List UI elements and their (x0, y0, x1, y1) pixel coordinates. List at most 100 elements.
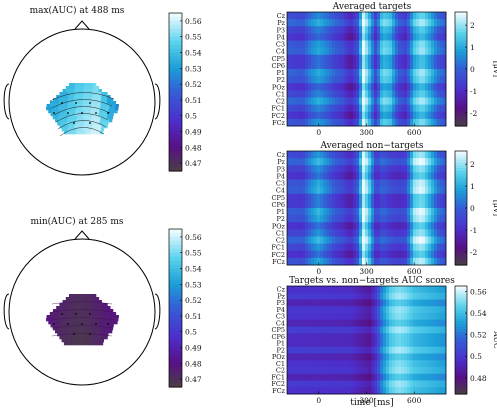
heatmap-nontargets-cell (422, 222, 426, 230)
heatmap-nontargets-cell (395, 165, 399, 173)
heatmap-nontargets-cell (392, 243, 396, 252)
heatmap-targets-cell (317, 40, 321, 49)
heatmap-targets-colorbar-gradient-segment (455, 97, 467, 101)
heatmap-auc-cell (422, 353, 426, 361)
heatmap-auc-colorbar-gradient-segment (455, 304, 467, 309)
heatmap-auc-cell (293, 367, 297, 375)
heatmap-targets-cell (344, 97, 348, 106)
heatmap-targets-cell (323, 47, 327, 56)
topo-min-cell (82, 318, 86, 322)
heatmap-targets-cell (293, 12, 297, 20)
heatmap-nontargets-cell (416, 158, 420, 166)
heatmap-nontargets-cell (323, 250, 327, 259)
topo-min-cell (96, 333, 100, 337)
heatmap-nontargets-cell (431, 215, 435, 223)
heatmap-nontargets-cell (305, 215, 309, 223)
heatmap-auc-cell (290, 306, 294, 314)
heatmap-auc-cell (365, 353, 369, 361)
topo-max-cell (101, 98, 105, 102)
heatmap-targets-cell (389, 118, 393, 127)
heatmap-targets-cell (305, 19, 309, 27)
topo-min-colorbar-gradient-segment (169, 347, 182, 353)
heatmap-auc-cell (371, 346, 375, 354)
heatmap-targets-cell (422, 40, 426, 49)
heatmap-nontargets-cell (296, 193, 300, 202)
heatmap-nontargets-cell (386, 151, 390, 159)
heatmap-nontargets-cell (371, 158, 375, 166)
heatmap-nontargets-cell (287, 186, 291, 195)
topo-min-cell (58, 327, 63, 331)
heatmap-auc-cell (389, 353, 393, 361)
heatmap-auc-cell (401, 346, 405, 354)
topo-min-cell (115, 318, 119, 322)
heatmap-auc-cell (383, 333, 387, 341)
topo-min-cell (53, 309, 57, 313)
heatmap-auc-colorbar-gradient-segment (455, 299, 467, 303)
topo-max-cell (62, 92, 66, 96)
heatmap-auc-cell (386, 373, 390, 381)
heatmap-nontargets-cell (437, 158, 441, 166)
heatmap-nontargets-cell (338, 236, 342, 245)
heatmap-auc-cell (299, 313, 303, 321)
topo-min-cell (100, 330, 104, 334)
heatmap-auc-cell (290, 367, 294, 375)
heatmap-targets-cell (365, 118, 369, 127)
topo-min-cell (77, 306, 81, 310)
heatmap-targets-colorbar-gradient-segment (455, 54, 467, 59)
heatmap-auc-cell (377, 360, 381, 368)
heatmap-nontargets-cell (299, 229, 303, 237)
topo-max-cell (82, 101, 87, 105)
heatmap-targets-cell (398, 19, 402, 27)
topo-max-colorbar-gradient-segment (169, 64, 182, 69)
heatmap-nontargets-cell (365, 243, 369, 252)
heatmap-nontargets-cell (443, 193, 447, 202)
heatmap-nontargets-cell (425, 158, 429, 166)
heatmap-nontargets-cell (386, 158, 390, 166)
heatmap-nontargets-cell (401, 179, 405, 188)
heatmap-nontargets-cell (377, 243, 381, 252)
heatmap-nontargets-cell (401, 236, 405, 245)
topo-max-cell (77, 95, 81, 99)
heatmap-targets-cell (386, 33, 390, 41)
heatmap-auc-cell (437, 387, 441, 395)
heatmap-targets-cell (437, 69, 441, 77)
heatmap-targets-cell (353, 111, 357, 120)
topo-min-cell (64, 312, 69, 316)
heatmap-auc-cell (335, 326, 339, 334)
heatmap-targets-cell (419, 118, 423, 127)
heatmap-nontargets-colorbar-gradient-segment (455, 245, 467, 249)
heatmap-auc-cell (389, 346, 393, 354)
heatmap-targets-cell (416, 26, 420, 34)
heatmap-nontargets-cell (410, 229, 414, 237)
heatmap-nontargets-cell (425, 172, 429, 180)
heatmap-targets-cell (350, 97, 354, 106)
heatmap-nontargets-cell (383, 257, 387, 266)
heatmap-targets-cell (296, 90, 300, 98)
heatmap-nontargets-cell (440, 151, 444, 159)
heatmap-targets-cell (356, 54, 360, 63)
heatmap-targets-cell (350, 90, 354, 98)
topo-min-cell (98, 336, 102, 340)
heatmap-auc-cell (350, 333, 354, 341)
heatmap-nontargets-cell (371, 236, 375, 245)
heatmap-targets-cell (392, 76, 396, 84)
heatmap-auc-cell (311, 286, 315, 294)
topo-min-cell (109, 330, 113, 334)
heatmap-auc-cell (434, 346, 438, 354)
heatmap-targets-cell (407, 61, 411, 70)
heatmap-auc-cell (296, 373, 300, 381)
topo-max-map (46, 83, 119, 137)
heatmap-auc-cell (443, 313, 447, 321)
heatmap-nontargets-cell (308, 200, 312, 209)
heatmap-targets-channel-label: CP6 (272, 62, 285, 70)
heatmap-auc-cell (293, 387, 297, 395)
heatmap-targets-cell (356, 118, 360, 127)
heatmap-targets-cell (413, 83, 417, 91)
heatmap-nontargets-cell (335, 200, 339, 209)
heatmap-auc-cell (287, 306, 291, 314)
heatmap-targets-cell (350, 61, 354, 70)
heatmap-targets-cell (329, 90, 333, 98)
heatmap-nontargets-cell (290, 243, 294, 252)
heatmap-targets-cell (368, 54, 372, 63)
heatmap-auc-cell (350, 380, 354, 388)
